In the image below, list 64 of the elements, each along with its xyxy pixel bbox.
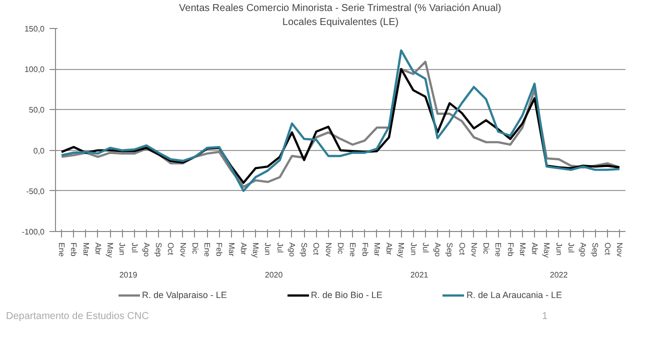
legend-label: R. de Valparaiso - LE xyxy=(142,290,227,300)
x-tick-label: Jul xyxy=(566,242,576,253)
x-tick-label: Mar xyxy=(81,242,90,257)
x-tick-label: May xyxy=(106,242,115,258)
x-tick-label: Oct xyxy=(312,242,321,256)
x-tick-label: Jun xyxy=(118,242,127,256)
x-tick-label: Sep xyxy=(590,242,600,258)
x-tick-label: Ago xyxy=(142,242,151,258)
x-tick-label: Feb xyxy=(506,242,515,257)
chart-title: Ventas Reales Comercio Minorista - Serie Trimestral (% Variación Anual) xyxy=(179,3,502,14)
x-tick-label: Abr xyxy=(530,242,540,256)
x-tick-label: Ago xyxy=(578,242,588,258)
x-tick-label: Mar xyxy=(518,242,527,257)
x-tick-label: Nov xyxy=(469,242,478,257)
x-tick-label: Nov xyxy=(614,242,624,257)
x-tick-label: Jun xyxy=(554,242,564,256)
x-tick-label: Jul xyxy=(130,242,139,253)
x-tick-label: Sep xyxy=(300,242,309,258)
x-tick-label: Oct xyxy=(166,242,176,256)
text: 2019 xyxy=(119,270,138,280)
chart-subtitle: Locales Equivalentes (LE) xyxy=(282,17,399,28)
x-tick-label: May xyxy=(396,242,406,258)
x-tick-label: Oct xyxy=(602,242,612,256)
x-tick-label: Feb xyxy=(360,242,370,257)
text: Departamento de Estudios CNC xyxy=(6,310,149,324)
x-tick-label: Jul xyxy=(275,242,284,253)
x-tick-label: Mar xyxy=(372,242,382,257)
x-tick-label: Nov xyxy=(324,242,333,257)
text: 2021 xyxy=(410,270,429,280)
y-tick-label: 50,0 xyxy=(28,106,46,115)
legend-label: R. de Bio Bio - LE xyxy=(310,290,382,300)
x-tick-label: Abr xyxy=(93,242,102,256)
x-tick-label: Jun xyxy=(263,242,272,256)
x-tick-label: Dic xyxy=(336,242,345,254)
x-tick-label: Sep xyxy=(154,242,164,258)
text: 2022 xyxy=(550,270,568,280)
x-tick-label: Abr xyxy=(238,242,248,256)
text: 1 xyxy=(542,310,548,324)
x-tick-label: Nov xyxy=(178,242,188,257)
legend-label: R. de La Araucania - LE xyxy=(466,290,562,300)
y-tick-label: -50,0 xyxy=(26,186,46,196)
x-tick-label: Oct xyxy=(457,242,466,256)
x-tick-label: Sep xyxy=(445,242,454,258)
x-tick-label: Jul xyxy=(420,242,430,253)
x-tick-label: May xyxy=(542,242,552,258)
y-tick-label: 150,0 xyxy=(24,24,46,34)
x-tick-label: Feb xyxy=(214,242,224,257)
x-tick-label: Ene xyxy=(494,242,503,258)
x-tick-label: Ago xyxy=(287,242,296,258)
x-tick-label: Jun xyxy=(408,242,418,256)
x-tick-label: Dic xyxy=(190,242,200,254)
x-tick-label: May xyxy=(251,242,260,258)
y-tick-label: -100,0 xyxy=(22,228,46,236)
text: 2020 xyxy=(264,270,284,280)
x-tick-label: Ene xyxy=(202,242,212,258)
x-tick-label: Ene xyxy=(57,242,66,258)
x-tick-label: Mar xyxy=(226,242,236,257)
x-tick-label: Feb xyxy=(69,242,78,257)
y-tick-label: 0,0 xyxy=(33,146,46,156)
x-tick-label: Ene xyxy=(348,242,358,258)
y-tick-label: 100,0 xyxy=(24,65,46,74)
x-tick-label: Ago xyxy=(433,242,442,258)
x-tick-label: Dic xyxy=(482,242,491,254)
x-tick-label: Abr xyxy=(384,242,394,256)
